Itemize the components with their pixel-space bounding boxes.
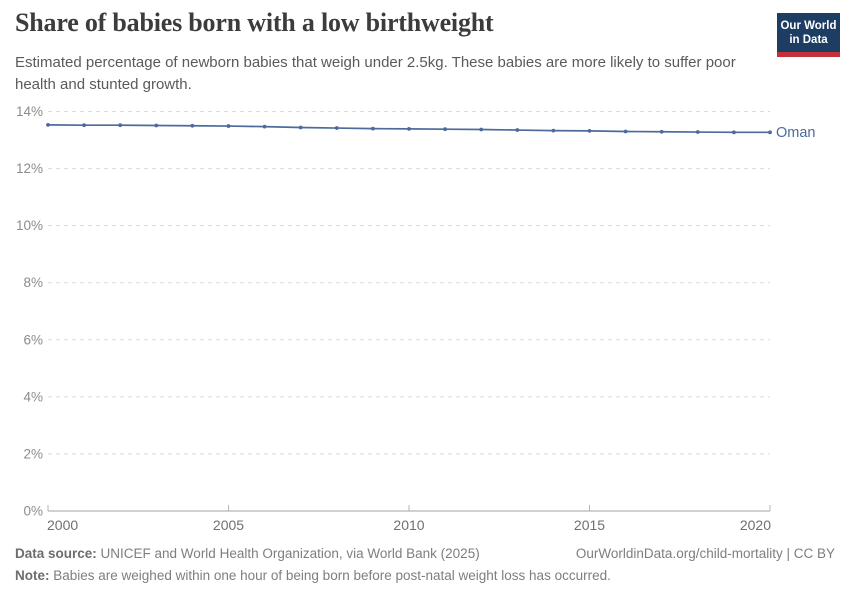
data-point — [118, 123, 123, 128]
data-point — [768, 130, 772, 135]
x-tick-label: 2000 — [47, 517, 78, 533]
y-tick-label: 6% — [23, 332, 43, 347]
x-tick-label: 2020 — [740, 517, 771, 533]
footer-note-line: Note: Babies are weighed within one hour… — [15, 565, 835, 587]
y-tick-label: 14% — [16, 104, 43, 119]
data-point — [515, 128, 520, 132]
data-point — [695, 130, 700, 134]
data-point — [623, 129, 628, 134]
y-tick-label: 0% — [23, 504, 43, 519]
data-point — [659, 129, 664, 134]
x-tick-label: 2005 — [213, 517, 244, 533]
data-point — [226, 124, 231, 128]
y-tick-label: 8% — [23, 275, 43, 290]
data-point — [479, 127, 484, 132]
y-tick-label: 12% — [16, 161, 43, 176]
logo-line-1: Our World — [780, 20, 837, 32]
data-point — [190, 123, 195, 128]
data-point — [334, 126, 339, 130]
data-source-line: Data source: UNICEF and World Health Org… — [15, 543, 480, 565]
data-point — [407, 127, 411, 131]
data-point — [371, 126, 375, 131]
data-point — [298, 125, 303, 130]
note-text: Babies are weighed within one hour of be… — [49, 567, 611, 583]
data-source-text: UNICEF and World Health Organization, vi… — [96, 546, 480, 561]
y-tick-label: 10% — [16, 218, 43, 233]
data-point — [443, 127, 447, 132]
y-tick-label: 2% — [23, 446, 43, 461]
data-point — [262, 124, 267, 129]
entity-label-oman: Oman — [776, 125, 816, 141]
x-tick-label: 2015 — [574, 517, 605, 533]
chart-footer: Data source: UNICEF and World Health Org… — [15, 543, 835, 587]
data-point — [732, 130, 736, 135]
logo-line-2: in Data — [789, 34, 828, 46]
data-point — [82, 123, 86, 128]
x-tick-label: 2010 — [393, 517, 424, 533]
data-point — [46, 123, 50, 127]
footer-link[interactable]: OurWorldinData.org/child-mortality | CC … — [575, 546, 835, 561]
note-label: Note: — [15, 567, 50, 583]
owid-logo[interactable]: Our World in Data — [777, 13, 840, 57]
page-title: Share of babies born with a low birthwei… — [15, 8, 494, 37]
y-tick-label: 4% — [23, 389, 43, 404]
data-point — [587, 129, 592, 133]
data-point — [154, 123, 159, 128]
data-point — [551, 128, 556, 133]
chart-subtitle: Estimated percentage of newborn babies t… — [15, 54, 736, 93]
data-source-label: Data source: — [15, 546, 97, 561]
